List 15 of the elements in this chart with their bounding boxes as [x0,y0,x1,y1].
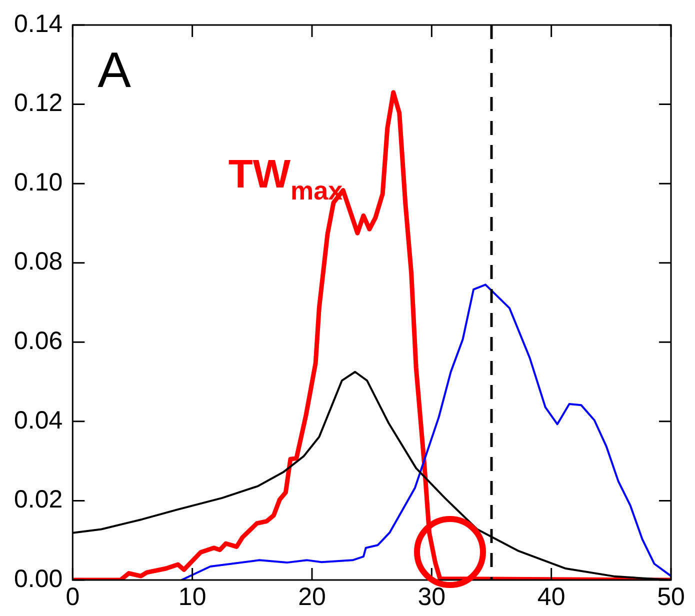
x-tick-label: 50 [657,582,685,611]
y-tick-label: 0.14 [14,10,63,38]
x-tick-label: 10 [178,582,206,611]
y-tick-label: 0.10 [14,168,63,196]
x-tick-label: 30 [418,582,446,611]
y-tick-label: 0.02 [14,486,63,514]
x-tick-label: 40 [537,582,566,611]
y-tick-label: 0.08 [14,248,63,276]
y-tick-label: 0.06 [14,327,63,356]
x-tick-label: 20 [298,582,326,611]
y-tick-label: 0.00 [14,564,63,593]
annotation: A [98,42,132,98]
x-tick-label: 0 [66,582,80,611]
y-tick-label: 0.04 [14,406,63,434]
y-tick-label: 0.12 [14,89,63,118]
